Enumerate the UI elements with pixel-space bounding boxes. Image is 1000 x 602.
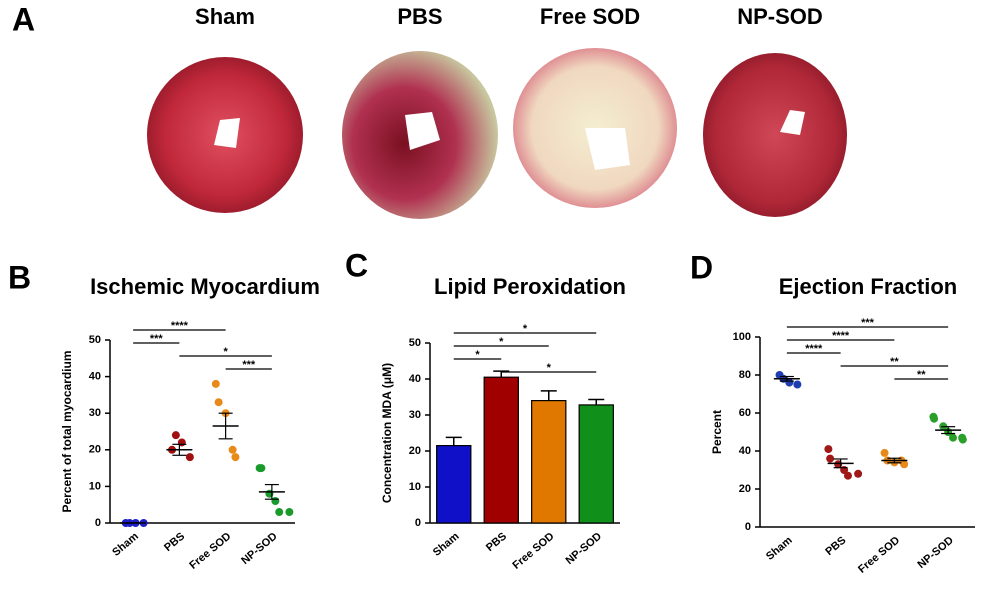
bar bbox=[531, 400, 567, 524]
bar bbox=[483, 376, 519, 524]
y-tick-label: 0 bbox=[95, 517, 101, 529]
significance-label: **** bbox=[805, 343, 823, 355]
y-tick-label: 10 bbox=[89, 480, 101, 492]
data-point bbox=[228, 445, 237, 454]
heart-lumen bbox=[214, 118, 240, 148]
significance-label: **** bbox=[171, 320, 189, 332]
y-tick-label: 80 bbox=[739, 369, 751, 381]
y-tick-label: 40 bbox=[739, 445, 751, 457]
y-tick-label: 40 bbox=[409, 373, 421, 385]
data-point bbox=[171, 431, 180, 440]
x-tick-label: Free SOD bbox=[856, 534, 902, 575]
x-tick-label: PBS bbox=[162, 530, 187, 554]
significance-label: * bbox=[499, 336, 504, 348]
panel-label: A bbox=[12, 1, 35, 37]
data-point bbox=[880, 448, 889, 457]
y-tick-label: 10 bbox=[409, 481, 421, 493]
significance-label: ** bbox=[917, 369, 926, 381]
data-point bbox=[185, 453, 194, 462]
significance-label: ** bbox=[890, 356, 899, 368]
data-point bbox=[257, 464, 266, 473]
significance-label: * bbox=[475, 349, 480, 361]
panel-label: D bbox=[690, 249, 713, 285]
image-label: Sham bbox=[195, 4, 255, 29]
significance-label: *** bbox=[861, 317, 875, 329]
data-point bbox=[214, 398, 223, 407]
x-tick-label: NP-SOD bbox=[564, 530, 605, 567]
heart bbox=[703, 53, 847, 217]
y-tick-label: 20 bbox=[739, 483, 751, 495]
significance-label: * bbox=[223, 346, 228, 358]
chart-title: Ejection Fraction bbox=[779, 274, 957, 299]
y-tick-label: 100 bbox=[733, 331, 751, 343]
x-tick-label: PBS bbox=[823, 534, 848, 558]
y-tick-label: 50 bbox=[409, 337, 421, 349]
y-tick-label: 30 bbox=[409, 409, 421, 421]
data-point bbox=[826, 454, 835, 463]
heart-lumen bbox=[405, 112, 440, 150]
x-tick-label: Free SOD bbox=[510, 530, 556, 571]
x-tick-label: NP-SOD bbox=[239, 530, 280, 567]
data-point bbox=[285, 508, 294, 517]
panel-label: C bbox=[345, 247, 368, 283]
heart-lumen bbox=[585, 128, 630, 170]
data-point bbox=[231, 453, 240, 462]
y-tick-label: 0 bbox=[745, 521, 751, 533]
x-tick-label: Sham bbox=[431, 530, 462, 559]
y-tick-label: 60 bbox=[739, 407, 751, 419]
y-axis-label: Percent of total myocardium bbox=[60, 350, 74, 512]
significance-label: * bbox=[523, 323, 528, 335]
significance-label: *** bbox=[242, 359, 256, 371]
data-point bbox=[854, 469, 863, 478]
x-tick-label: Free SOD bbox=[187, 530, 233, 571]
data-point bbox=[275, 508, 284, 517]
y-tick-label: 40 bbox=[89, 371, 101, 383]
image-label: PBS bbox=[397, 4, 442, 29]
heart-lumen bbox=[780, 110, 805, 135]
y-axis-label: Concentration MDA (μM) bbox=[380, 363, 394, 503]
y-tick-label: 20 bbox=[409, 445, 421, 457]
bar bbox=[436, 445, 472, 524]
x-tick-label: Sham bbox=[764, 534, 795, 563]
y-tick-label: 30 bbox=[89, 407, 101, 419]
data-point bbox=[271, 497, 280, 506]
chart-title: Lipid Peroxidation bbox=[434, 274, 626, 299]
x-tick-label: PBS bbox=[484, 530, 509, 554]
y-axis-label: Percent bbox=[710, 410, 724, 454]
data-point bbox=[900, 460, 909, 469]
data-point bbox=[843, 471, 852, 480]
significance-label: *** bbox=[150, 333, 164, 345]
y-tick-label: 0 bbox=[415, 517, 421, 529]
y-tick-label: 20 bbox=[89, 444, 101, 456]
significance-label: * bbox=[547, 362, 552, 374]
data-point bbox=[824, 445, 833, 454]
data-point bbox=[211, 379, 220, 388]
image-label: Free SOD bbox=[540, 4, 640, 29]
x-tick-label: Sham bbox=[110, 530, 141, 559]
bar bbox=[578, 404, 614, 524]
heart-images bbox=[147, 48, 847, 219]
panel-label: B bbox=[8, 259, 31, 295]
image-label: NP-SOD bbox=[737, 4, 823, 29]
data-point bbox=[958, 435, 967, 444]
data-point bbox=[930, 414, 939, 423]
x-tick-label: NP-SOD bbox=[915, 534, 956, 571]
chart-title: Ischemic Myocardium bbox=[90, 274, 320, 299]
y-tick-label: 50 bbox=[89, 334, 101, 346]
significance-label: **** bbox=[832, 330, 850, 342]
data-point bbox=[793, 380, 802, 389]
data-point bbox=[949, 433, 958, 442]
